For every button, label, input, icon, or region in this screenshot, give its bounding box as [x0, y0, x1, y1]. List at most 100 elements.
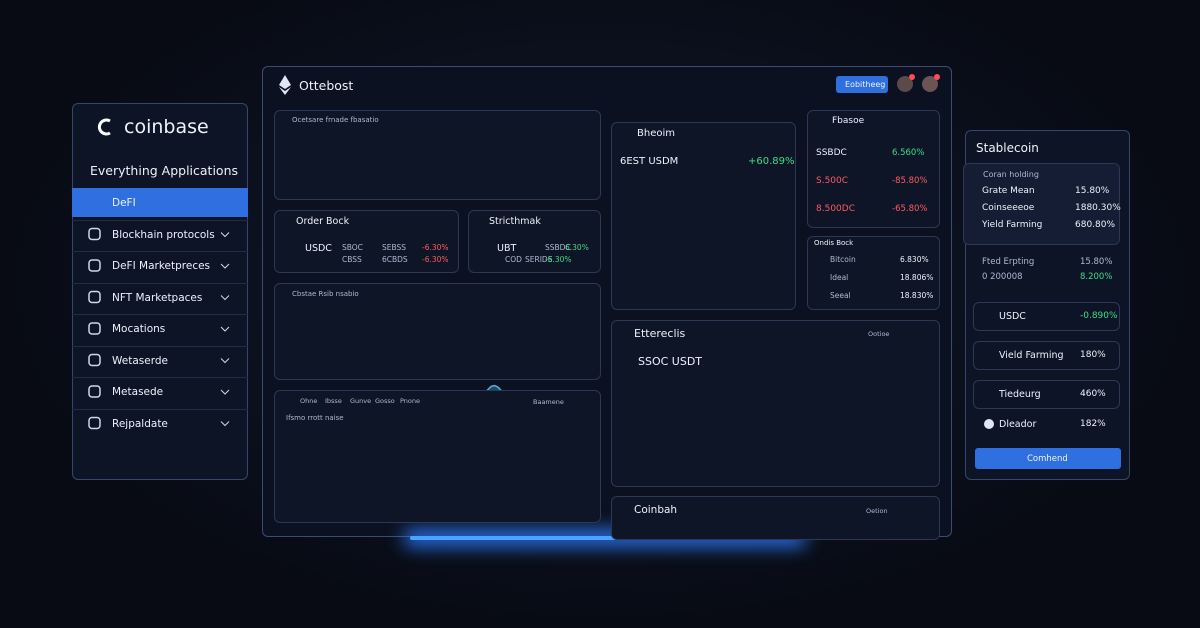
label: Ocetsare frnade fbasatio	[292, 116, 379, 124]
label: -6.30%	[422, 255, 449, 264]
menu-item[interactable]	[72, 314, 248, 343]
label: Ideal	[830, 273, 849, 282]
button-label: Comhend	[1027, 454, 1068, 464]
label: -65.80%	[892, 204, 928, 214]
heading: Everything Applications	[90, 163, 239, 178]
label: Stablecoin	[976, 141, 1039, 155]
label: UBT	[497, 243, 517, 254]
menu-item[interactable]	[72, 377, 248, 406]
menu-item[interactable]	[72, 251, 248, 280]
label: S.500C	[816, 176, 849, 186]
chevron	[220, 421, 230, 427]
label: 6.30%	[565, 243, 589, 252]
label: +60.89%	[748, 156, 795, 167]
panel	[274, 283, 601, 380]
menu-icon	[88, 227, 101, 241]
eth-icon	[279, 75, 291, 95]
label: Baamene	[533, 398, 564, 406]
label: Yield Farming	[982, 220, 1043, 230]
label: USDC	[999, 311, 1026, 322]
avatar	[922, 76, 938, 92]
panel	[274, 110, 601, 200]
label: CBSS	[342, 255, 362, 264]
label: 15.80%	[1080, 257, 1113, 267]
label: Bitcoin	[830, 255, 856, 264]
label: Ootioe	[868, 330, 890, 338]
label: 18.806%	[900, 273, 934, 282]
chevron	[220, 295, 230, 301]
label: Ifsmo rrott naise	[286, 414, 344, 422]
label: Ohne	[300, 397, 318, 405]
panel	[611, 320, 940, 487]
card	[973, 302, 1120, 331]
label: 8.500DC	[816, 204, 855, 214]
label: Tiedeurg	[999, 389, 1041, 400]
label: -85.80%	[892, 176, 928, 186]
chevron	[220, 232, 230, 238]
menu-item[interactable]	[72, 219, 248, 249]
menu-label: DeFI Marketpreces	[112, 260, 211, 272]
menu-icon	[88, 259, 101, 272]
primary-button[interactable]	[975, 448, 1121, 469]
sidebar	[72, 103, 248, 480]
label: Gunve	[350, 397, 372, 405]
panel	[274, 210, 459, 273]
menu-label: Metasede	[112, 386, 164, 398]
brand: coinbase	[124, 116, 209, 138]
menu-label: Rejpaldate	[112, 417, 168, 430]
panel	[611, 496, 940, 540]
panel	[611, 122, 796, 310]
label: 182%	[1080, 419, 1106, 429]
menu-item[interactable]	[72, 345, 248, 375]
label: Bheoim	[637, 128, 675, 139]
panel	[468, 210, 601, 273]
label: 0 200008	[982, 272, 1023, 282]
chevron	[220, 389, 230, 395]
label: 6CBDS	[382, 255, 408, 264]
label: Ettereclis	[634, 327, 686, 340]
label: SSBDC	[545, 243, 571, 252]
card-icon	[984, 419, 994, 429]
label: Ondis Bock	[814, 239, 854, 247]
label: SBOC	[342, 243, 363, 252]
label: Gosso	[375, 397, 395, 405]
chevron	[220, 263, 230, 269]
label: 6EST USDM	[620, 156, 679, 167]
menu-item[interactable]	[72, 188, 248, 217]
label: SSOC USDT	[638, 355, 703, 368]
menu-item[interactable]	[72, 408, 248, 438]
label: Ibsse	[325, 397, 342, 405]
label: Vield Farming	[999, 350, 1064, 361]
menu-label: Wetaserde	[112, 354, 168, 367]
label: 680.80%	[1075, 220, 1116, 230]
panel	[274, 390, 601, 523]
stat-group	[973, 250, 1120, 292]
menu-label: Mocations	[112, 323, 166, 335]
label: Seeal	[830, 291, 851, 300]
menu-item[interactable]	[72, 282, 248, 312]
panel	[807, 110, 940, 228]
label: Oetion	[866, 507, 888, 515]
label: Cbstae Rsib nsabio	[292, 290, 359, 298]
menu-icon	[88, 416, 101, 430]
label: 6.830%	[900, 255, 929, 264]
label: 8.200%	[1080, 272, 1113, 282]
label: USDC	[305, 243, 332, 254]
label: 460%	[1080, 389, 1106, 399]
label: Grate Mean	[982, 186, 1035, 196]
label: 18.830%	[900, 291, 934, 300]
button-label: Eobitheeg	[845, 80, 886, 89]
label: Fted Erpting	[982, 257, 1035, 267]
label: SERIDS	[525, 255, 553, 264]
chevron	[220, 326, 230, 332]
stat-group	[963, 163, 1120, 245]
badge	[909, 74, 915, 80]
header-button[interactable]	[836, 76, 888, 93]
label: 1880.30%	[1075, 203, 1121, 213]
menu-icon	[88, 322, 101, 335]
label: 180%	[1080, 350, 1106, 360]
label: Coran holding	[983, 170, 1039, 179]
label: 6.560%	[892, 148, 925, 158]
label: Fbasoe	[832, 116, 865, 126]
